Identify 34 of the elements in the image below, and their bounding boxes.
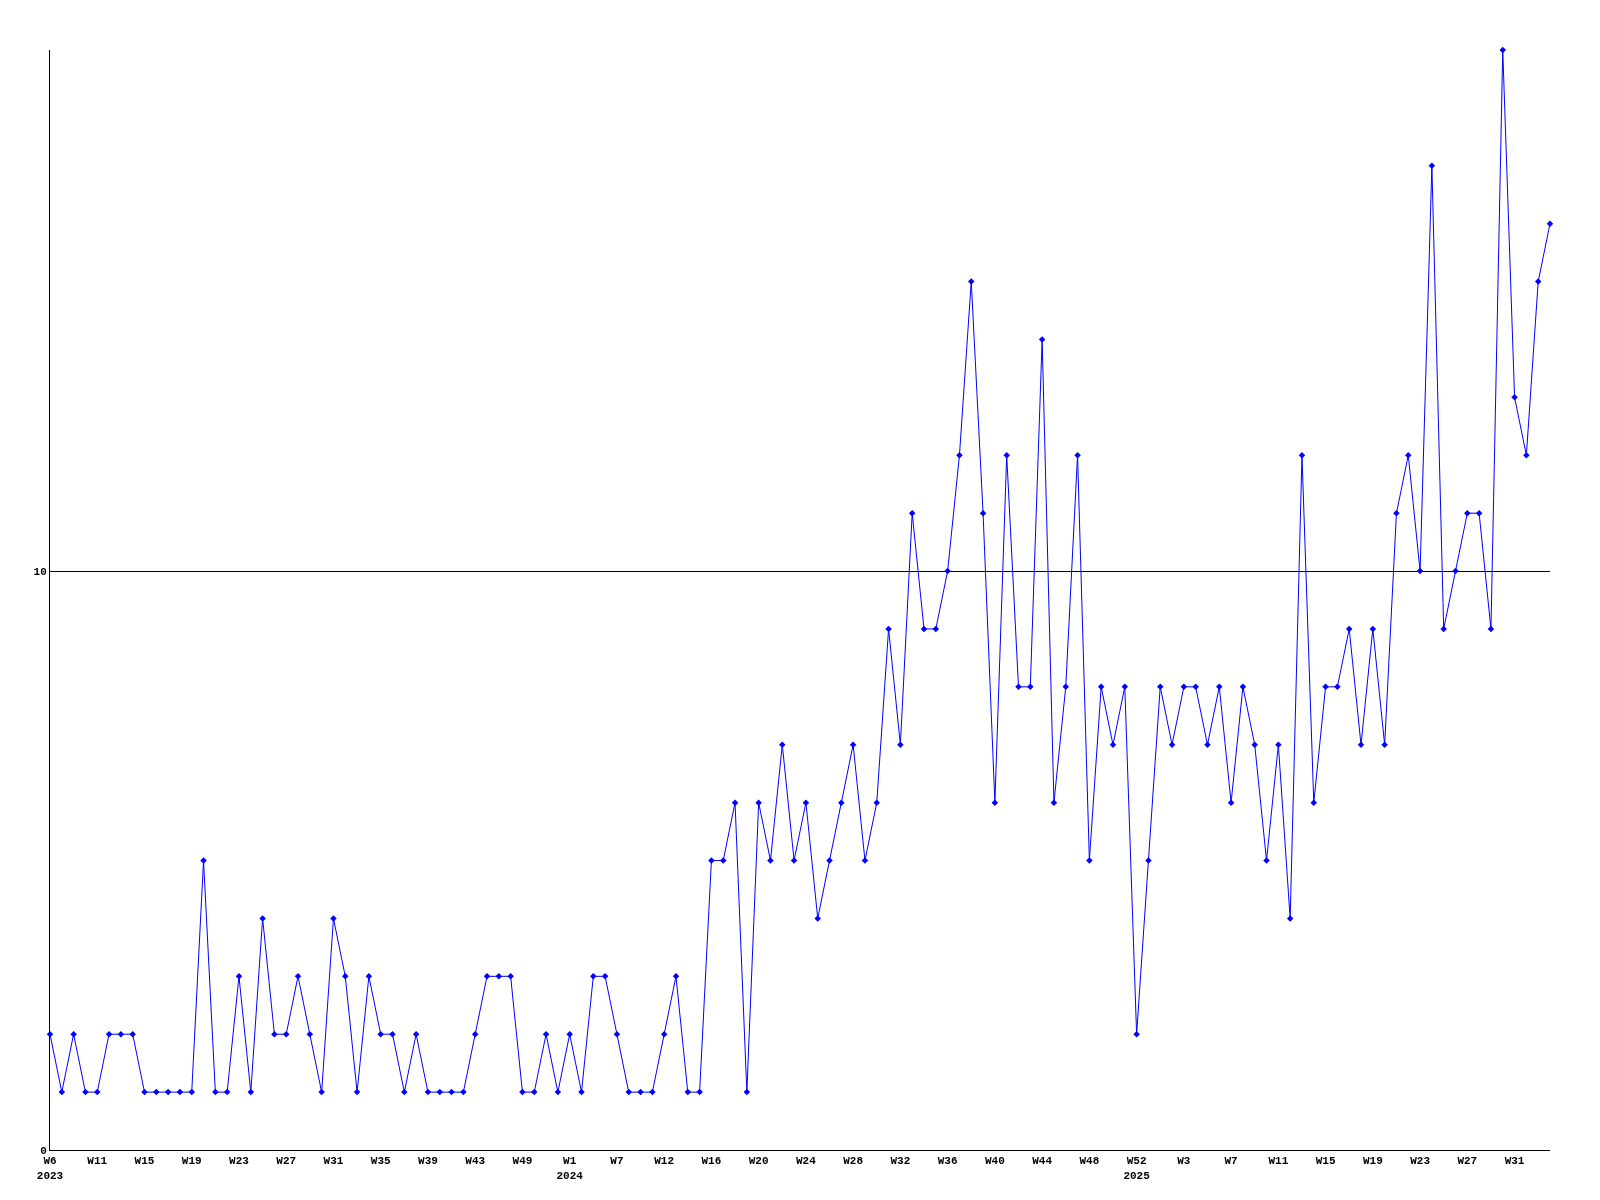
x-tick-label: W6 2023 xyxy=(36,1155,64,1182)
x-tick-label: W31 xyxy=(1504,1155,1525,1168)
x-tick-label: W23 xyxy=(229,1155,250,1168)
x-tick-label: W32 xyxy=(890,1155,911,1168)
x-tick-label: W44 xyxy=(1032,1155,1053,1168)
x-tick-label: W23 xyxy=(1410,1155,1431,1168)
x-tick-label: W1 2024 xyxy=(556,1155,584,1182)
x-tick-label: W19 xyxy=(181,1155,202,1168)
x-tick-label: W15 xyxy=(1315,1155,1336,1168)
y-tick-label: 0 xyxy=(40,1144,47,1157)
x-tick-label: W7 xyxy=(610,1155,624,1168)
x-tick-label: W40 xyxy=(984,1155,1005,1168)
x-tick-label: W11 xyxy=(1268,1155,1289,1168)
x-tick-label: W19 xyxy=(1362,1155,1383,1168)
x-tick-label: W35 xyxy=(370,1155,392,1168)
x-tick-label: W20 xyxy=(748,1155,769,1168)
x-tick-label: W27 xyxy=(1457,1155,1478,1168)
x-tick-label: W28 xyxy=(843,1155,864,1168)
x-tick-label: W52 2025 xyxy=(1123,1155,1151,1182)
x-tick-label: W43 xyxy=(465,1155,486,1168)
x-tick-label: W31 xyxy=(323,1155,344,1168)
x-tick-label: W11 xyxy=(87,1155,108,1168)
x-tick-label: W49 xyxy=(512,1155,533,1168)
x-tick-label: W12 xyxy=(654,1155,675,1168)
x-tick-label: W27 xyxy=(276,1155,297,1168)
x-tick-label: W48 xyxy=(1079,1155,1100,1168)
x-tick-label: W7 xyxy=(1224,1155,1238,1168)
x-tick-label: W3 xyxy=(1177,1155,1191,1168)
x-tick-label: W36 xyxy=(937,1155,958,1168)
y-tick-label: 10 xyxy=(33,565,47,578)
x-tick-label: W16 xyxy=(701,1155,722,1168)
x-tick-label: W39 xyxy=(418,1155,438,1168)
x-tick-label: W15 xyxy=(134,1155,155,1168)
x-tick-label: W24 xyxy=(796,1155,817,1168)
